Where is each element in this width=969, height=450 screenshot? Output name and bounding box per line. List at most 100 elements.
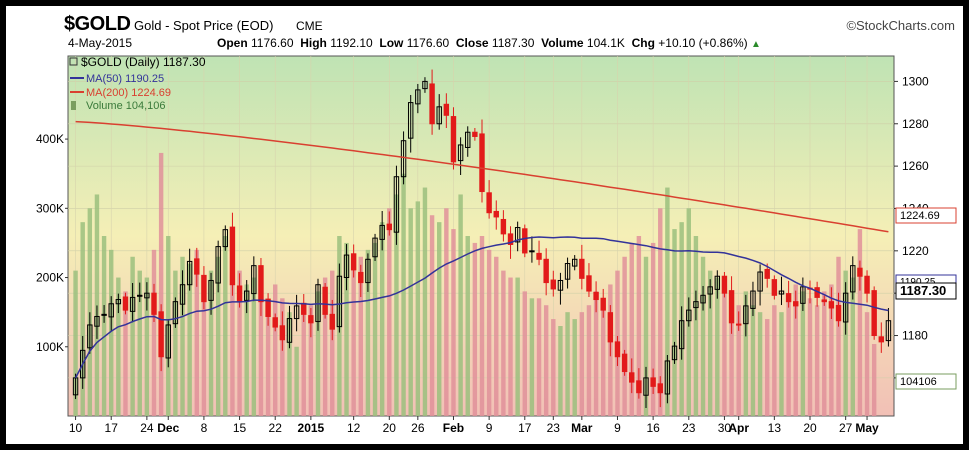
candle-body	[158, 311, 164, 358]
candle-body	[785, 293, 792, 303]
candle-body	[643, 377, 649, 396]
volume-bar	[429, 215, 435, 416]
price-tick-label: 1220	[902, 244, 929, 258]
volume-bar	[508, 277, 513, 416]
volume-bar	[765, 319, 770, 416]
candle-body	[614, 341, 621, 358]
volume-bar	[180, 256, 185, 416]
candle-body	[750, 290, 756, 309]
candle-body	[522, 228, 528, 254]
volume-bar	[672, 229, 677, 416]
candle-body	[728, 290, 735, 324]
candle-body	[721, 275, 728, 294]
candle-body	[87, 324, 93, 349]
volume-bar	[387, 208, 392, 416]
volume-tick-label: 300K	[36, 201, 64, 215]
volume-bar	[522, 291, 527, 416]
candle-body	[878, 336, 885, 343]
candle-body	[265, 298, 271, 317]
volume-bar	[693, 236, 699, 416]
candle-body	[714, 275, 721, 290]
candle-body	[236, 285, 243, 303]
volume-bar	[814, 305, 820, 416]
date-tick-label: 20	[383, 421, 397, 435]
volume-bar	[201, 284, 207, 416]
candle-body	[529, 250, 535, 253]
date-tick-label: 8	[201, 421, 208, 435]
price-tick-label: 1300	[902, 74, 929, 88]
volume-bar	[800, 291, 806, 416]
ma50-line	[74, 236, 889, 379]
ma200-tag	[895, 207, 957, 224]
volume-bar	[94, 194, 100, 416]
volume-bar	[822, 291, 827, 416]
volume-bar	[665, 187, 670, 416]
volume-bar	[565, 312, 570, 416]
candle-body	[272, 317, 278, 328]
candle-body	[629, 372, 635, 383]
candle-body	[194, 258, 200, 275]
close-tag	[895, 282, 957, 300]
candle-body	[607, 312, 614, 343]
volume-bar	[415, 201, 421, 416]
volume-bar	[551, 319, 556, 416]
date-tick-label: 16	[646, 421, 660, 435]
candle-body	[407, 102, 414, 139]
volume-bar	[650, 242, 656, 416]
volume-bar	[351, 263, 356, 416]
candle-body	[671, 345, 678, 361]
volume-bar	[158, 152, 164, 416]
candle-body	[536, 252, 542, 260]
volume-bar	[137, 270, 142, 416]
volume-bar	[829, 284, 834, 416]
volume-bar	[622, 256, 627, 416]
volume-bar	[330, 270, 335, 416]
legend-price: $GOLD (Daily) 1187.30	[81, 55, 206, 69]
date-tick-label: 2015	[298, 421, 325, 435]
volume-bar	[722, 284, 727, 416]
volume-bar	[601, 305, 606, 416]
date-axis: 10 17 24 Dec 8 15 22 2015 12 20 26 Feb 9 17 23 Mar 9 16 23…	[69, 416, 879, 435]
low-value: 1176.60	[406, 36, 450, 50]
candle-body	[172, 301, 179, 325]
volume-bar	[130, 256, 135, 416]
volume-bar	[593, 291, 599, 416]
volume-bar	[358, 256, 363, 416]
volume-bar	[287, 312, 292, 416]
close-value: 1187.30	[491, 36, 535, 50]
candle-body	[543, 258, 549, 284]
volume-bar	[116, 277, 121, 416]
candle-body	[144, 292, 150, 299]
date-tick-label: Dec	[157, 421, 179, 435]
volume-tick-label: 200K	[36, 271, 64, 285]
candle-body	[579, 258, 585, 279]
candle-body	[885, 320, 892, 342]
candle-body	[457, 144, 464, 162]
price-tick-label: 1180	[902, 329, 928, 343]
candle-body	[343, 254, 350, 279]
open-label: Open	[217, 36, 248, 50]
chg-value: +10.10 (+0.86%)	[658, 36, 748, 50]
collapse-toggle-icon[interactable]	[69, 57, 78, 66]
volume-bar	[458, 194, 463, 416]
candle-body	[101, 313, 107, 316]
volume-bar	[486, 249, 492, 416]
candle-body	[336, 275, 343, 328]
candle-body	[315, 284, 321, 323]
date-tick-label: 30	[718, 421, 732, 435]
close-tag-text: 1187.30	[900, 283, 946, 298]
volume-bar	[223, 236, 228, 416]
volume-tick-label: 400K	[36, 132, 64, 146]
volume-bar	[280, 298, 285, 416]
ma200-tag-text: 1224.69	[900, 210, 940, 222]
volume-bar	[479, 236, 485, 416]
up-triangle-icon: ▲	[751, 39, 761, 50]
volume-bar	[494, 256, 499, 416]
candle-body	[286, 318, 293, 343]
volume-bar	[187, 263, 192, 416]
price-axis: 11601180120012201240126012801300	[894, 74, 929, 385]
candle-body	[129, 296, 136, 312]
volume-bar	[729, 298, 734, 416]
date-tick-label: Apr	[728, 421, 749, 435]
candle-body	[564, 263, 571, 280]
